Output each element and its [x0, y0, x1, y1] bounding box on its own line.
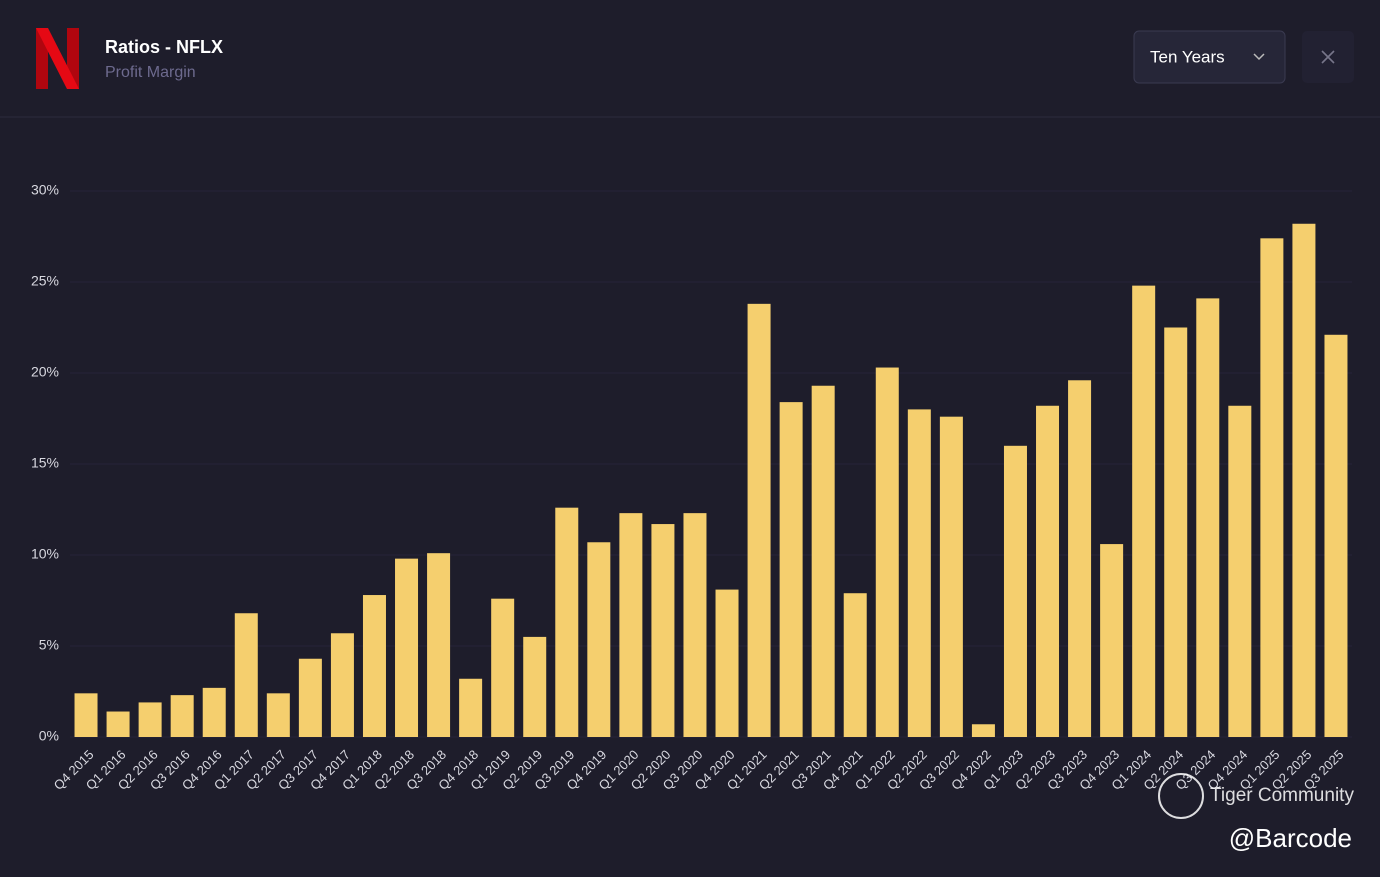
bar [330, 633, 354, 737]
watermark-icon [1158, 773, 1204, 819]
bar [619, 513, 643, 737]
bar [651, 524, 675, 737]
bar [362, 595, 386, 737]
bar [1324, 334, 1348, 737]
bar [1100, 544, 1124, 737]
bar [1068, 380, 1092, 737]
bar [395, 558, 419, 737]
bar [491, 598, 515, 737]
bar [747, 303, 771, 737]
bar [74, 693, 98, 737]
bar [939, 416, 963, 737]
bar [170, 695, 194, 737]
period-dropdown[interactable]: Ten Years [1133, 30, 1286, 84]
bar [715, 589, 739, 737]
bar [459, 678, 483, 737]
title: Ratios - NFLX [105, 37, 223, 57]
close-button[interactable] [1302, 31, 1354, 83]
dropdown-label[interactable]: Ten Years [1150, 47, 1225, 66]
y-tick-label: 30% [31, 182, 59, 198]
subtitle: Profit Margin [105, 64, 196, 81]
bar [779, 402, 803, 737]
close-icon [1321, 50, 1335, 64]
y-tick-label: 0% [39, 728, 59, 744]
author-tag: @Barcode [1229, 823, 1352, 853]
bar [875, 367, 899, 737]
bar [555, 507, 579, 737]
bar [971, 724, 995, 737]
bar [106, 711, 130, 737]
bar [427, 553, 451, 737]
netflix-logo [36, 28, 79, 89]
chevron [1253, 53, 1265, 61]
bar [683, 513, 707, 737]
y-tick-label: 20% [31, 364, 59, 380]
bar [1132, 285, 1156, 737]
bar [843, 593, 867, 737]
bar [907, 409, 931, 737]
bar [138, 702, 162, 737]
bar [1260, 238, 1284, 737]
bar [587, 542, 611, 737]
bar [811, 385, 835, 737]
bar [523, 636, 547, 737]
y-tick-label: 25% [31, 273, 59, 289]
logo-part [36, 28, 79, 89]
watermark-text: Tiger Community [1210, 785, 1354, 806]
bar [1164, 327, 1188, 737]
dropdown-box[interactable] [1133, 30, 1286, 84]
bar [1036, 405, 1060, 737]
watermark: Tiger Community [1158, 773, 1354, 819]
y-tick-label: 5% [39, 637, 59, 653]
y-tick-label: 10% [31, 546, 59, 562]
bar [1003, 445, 1027, 737]
bar [1292, 223, 1316, 737]
bar [266, 693, 290, 737]
bar [298, 658, 322, 737]
bar [1196, 298, 1220, 737]
bar [1228, 405, 1252, 737]
bar [234, 613, 258, 737]
bar [202, 687, 226, 737]
y-tick-label: 15% [31, 455, 59, 471]
